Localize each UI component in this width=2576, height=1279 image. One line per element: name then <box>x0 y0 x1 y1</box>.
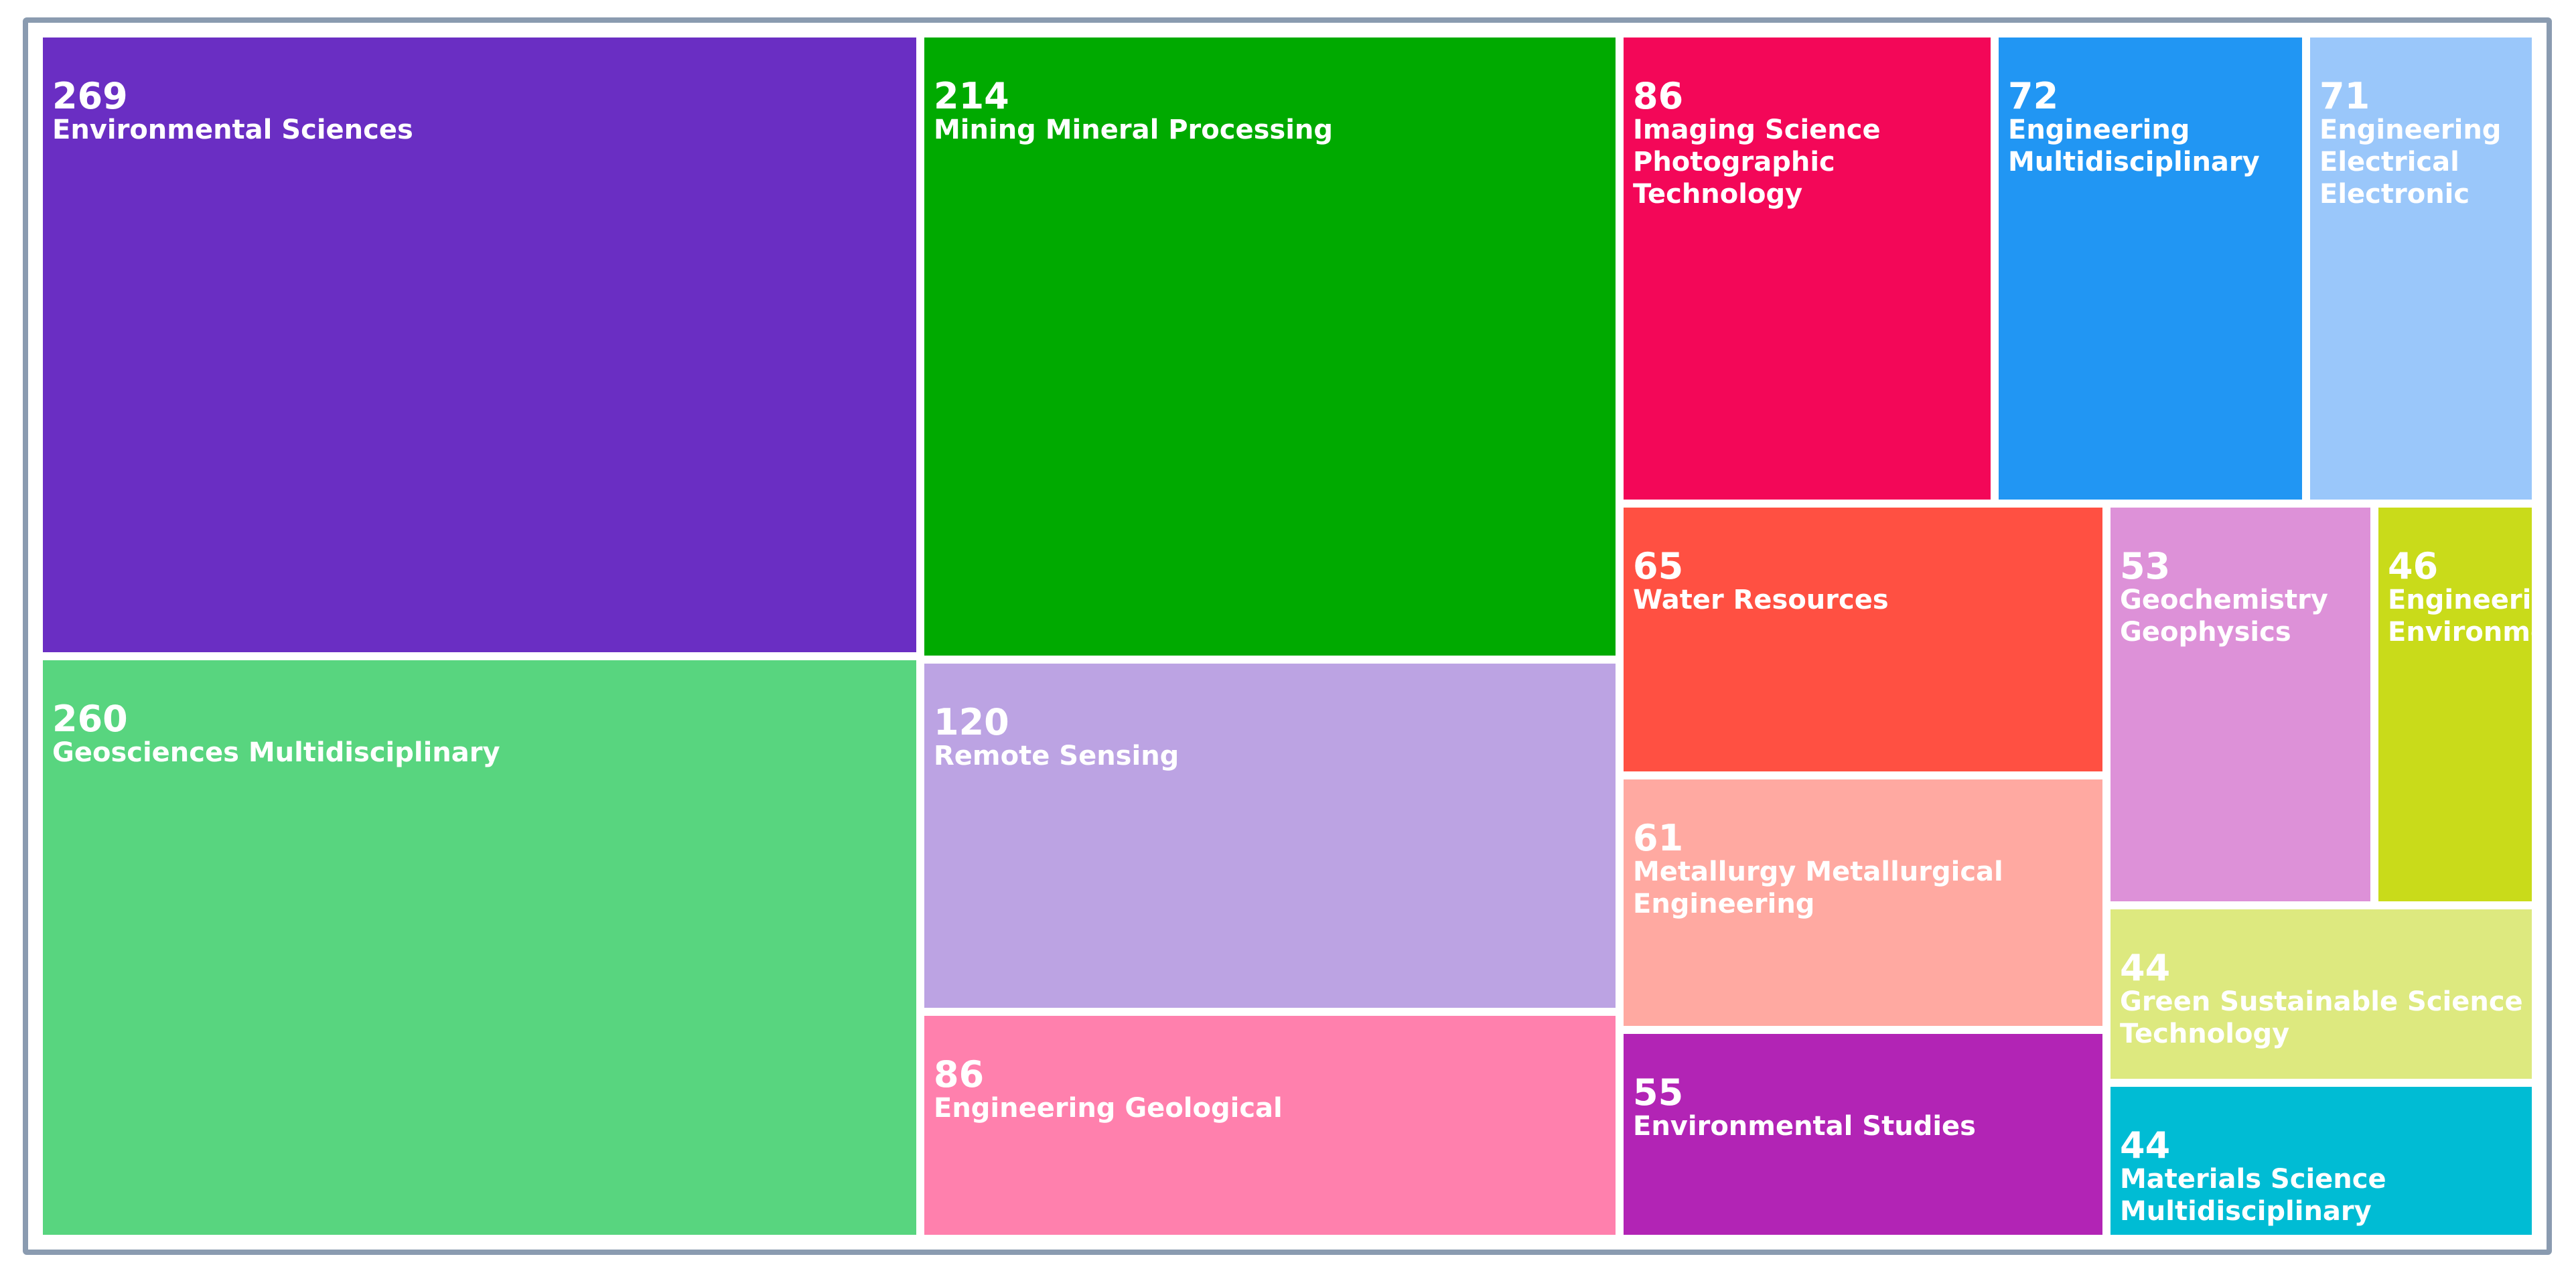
tile-value: 71 <box>2319 75 2370 117</box>
treemap-tile-imaging-science-photographic-technology[interactable]: 86 Imaging Science Photographic Technology <box>1620 33 1995 504</box>
tile-value: 44 <box>2120 947 2171 989</box>
tile-label: Environmental Studies <box>1633 1111 1976 1142</box>
treemap-tile-environmental-studies[interactable]: 55 Environmental Studies <box>1620 1030 2106 1239</box>
treemap-tile-materials-science-multidisciplinary[interactable]: 44 Materials Science Multidisciplinary <box>2106 1083 2536 1239</box>
tile-label: Geosciences Multidisciplinary <box>52 737 500 768</box>
treemap-tile-metallurgy-metallurgical-engineering[interactable]: 61 Metallurgy Metallurgical Engineering <box>1620 775 2106 1030</box>
treemap-tile-geochemistry-geophysics[interactable]: 53 Geochemistry Geophysics <box>2106 504 2374 905</box>
treemap-tile-water-resources[interactable]: 65 Water Resources <box>1620 504 2106 775</box>
tile-value: 44 <box>2120 1124 2171 1167</box>
tile-label-line: Materials Science <box>2120 1164 2386 1195</box>
tile-label-line: Geophysics <box>2120 617 2291 648</box>
tile-label-line: Green Sustainable Science <box>2120 986 2523 1017</box>
tile-label-line: Imaging Science <box>1633 115 1881 145</box>
treemap-tile-mining-mineral-processing[interactable]: 214 Mining Mineral Processing <box>920 33 1620 660</box>
tile-label-line: Technology <box>1633 179 1803 210</box>
treemap: 269 Environmental Sciences 260 Geosciences … <box>39 33 2536 1239</box>
tile-label-line: Engineering <box>1633 889 1815 919</box>
tile-label-line: Engineering <box>2319 115 2502 145</box>
tile-label: Remote Sensing <box>934 741 1179 771</box>
tile-label-line: Geochemistry <box>2120 585 2328 615</box>
tile-label: Engineering Geological <box>934 1093 1283 1124</box>
treemap-tile-remote-sensing[interactable]: 120 Remote Sensing <box>920 660 1620 1012</box>
tile-label-line: Engineering <box>2008 115 2190 145</box>
tile-value: 55 <box>1633 1071 1684 1114</box>
tile-value: 72 <box>2008 75 2059 117</box>
tile-label: Environmental Sciences <box>52 115 413 145</box>
tile-value: 214 <box>934 75 1009 117</box>
tile-label-line: Multidisciplinary <box>2008 147 2260 177</box>
tile-label-line: Photographic <box>1633 147 1835 177</box>
tile-value: 86 <box>1633 75 1684 117</box>
tile-value: 65 <box>1633 545 1684 587</box>
treemap-tile-engineering-geological[interactable]: 86 Engineering Geological <box>920 1012 1620 1239</box>
tile-value: 260 <box>52 698 128 740</box>
treemap-tile-engineering-electrical-electronic[interactable]: 71 Engineering Electrical Electronic <box>2306 33 2536 504</box>
treemap-tile-green-sustainable-science-technology[interactable]: 44 Green Sustainable Science Technology <box>2106 905 2536 1083</box>
tile-label: Water Resources <box>1633 585 1889 615</box>
tile-value: 269 <box>52 75 128 117</box>
tile-label-line: Electronic <box>2319 179 2470 210</box>
tile-label-line: Metallurgy Metallurgical <box>1633 856 2003 887</box>
tile-value: 86 <box>934 1053 985 1096</box>
tile-label-line: Electrical <box>2319 147 2459 177</box>
treemap-tile-geosciences-multidisciplinary[interactable]: 260 Geosciences Multidisciplinary <box>39 656 920 1239</box>
tile-value: 46 <box>2388 545 2439 587</box>
tile-label-line: Technology <box>2120 1019 2290 1049</box>
treemap-tile-engineering-multidisciplinary[interactable]: 72 Engineering Multidisciplinary <box>1995 33 2306 504</box>
tile-label-line: Multidisciplinary <box>2120 1196 2372 1227</box>
tile-value: 61 <box>1633 817 1684 859</box>
tile-label-line: Environmental <box>2388 617 2532 648</box>
tile-value: 120 <box>934 701 1009 743</box>
tile-label-line: Engineering <box>2388 585 2532 615</box>
treemap-tile-environmental-sciences[interactable]: 269 Environmental Sciences <box>39 33 920 656</box>
tile-label: Mining Mineral Processing <box>934 115 1334 145</box>
treemap-tile-engineering-environmental[interactable]: 46EngineeringEnvironmental <box>2374 504 2536 905</box>
tile-value: 53 <box>2120 545 2171 587</box>
chart-frame: 269 Environmental Sciences 260 Geosciences … <box>23 17 2552 1255</box>
